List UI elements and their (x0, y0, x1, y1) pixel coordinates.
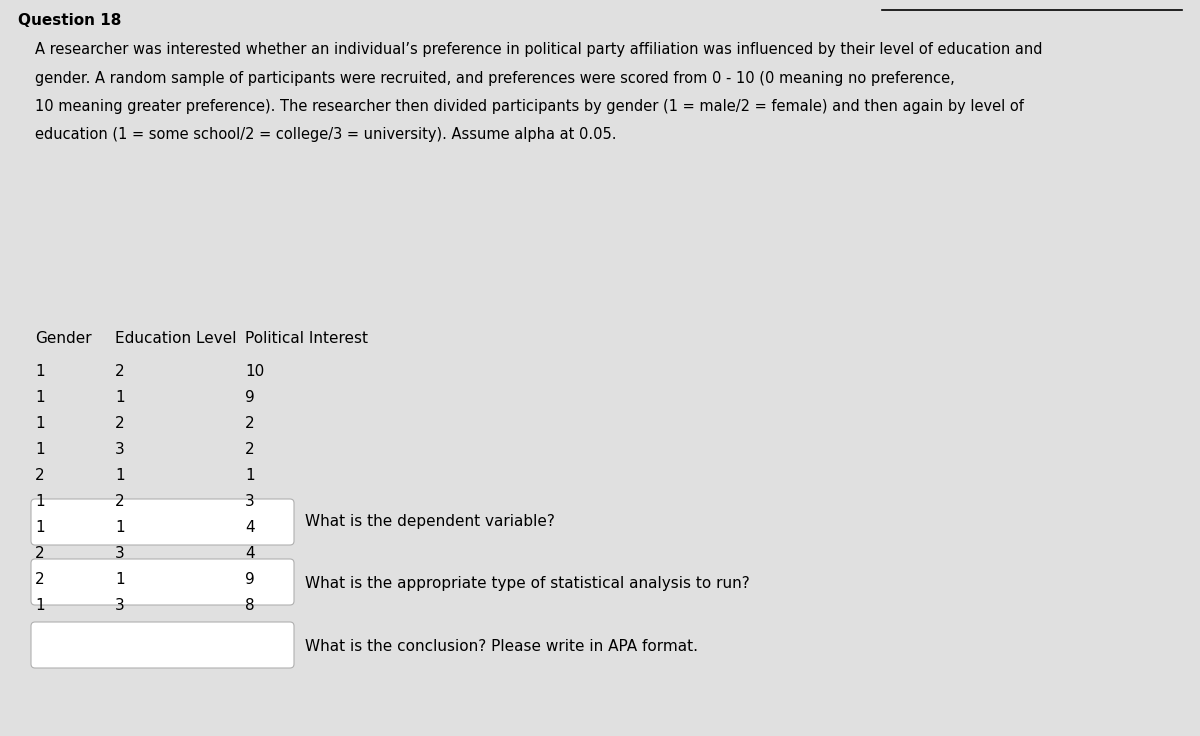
Text: What is the conclusion? Please write in APA format.: What is the conclusion? Please write in … (305, 639, 698, 654)
Text: 1: 1 (115, 520, 125, 535)
Text: 1: 1 (35, 390, 44, 405)
Text: Political Interest: Political Interest (245, 331, 368, 346)
Text: 1: 1 (115, 390, 125, 405)
Text: 1: 1 (245, 468, 254, 483)
Text: Education Level: Education Level (115, 331, 236, 346)
FancyBboxPatch shape (31, 499, 294, 545)
Text: 10: 10 (245, 364, 264, 379)
Text: 1: 1 (35, 494, 44, 509)
Text: Gender: Gender (35, 331, 91, 346)
FancyBboxPatch shape (31, 622, 294, 668)
Text: 1: 1 (35, 598, 44, 613)
Text: 9: 9 (245, 390, 254, 405)
Text: 2: 2 (35, 546, 44, 561)
Text: 2: 2 (245, 416, 254, 431)
Text: Question 18: Question 18 (18, 13, 121, 28)
Text: 3: 3 (115, 598, 125, 613)
Text: 1: 1 (35, 416, 44, 431)
Text: education (1 = some school/2 = college/3 = university). Assume alpha at 0.05.: education (1 = some school/2 = college/3… (35, 127, 617, 143)
Text: 1: 1 (35, 364, 44, 379)
Text: gender. A random sample of participants were recruited, and preferences were sco: gender. A random sample of participants … (35, 71, 955, 85)
Text: 4: 4 (245, 520, 254, 535)
Text: 2: 2 (35, 468, 44, 483)
Text: A researcher was interested whether an individual’s preference in political part: A researcher was interested whether an i… (35, 42, 1043, 57)
Text: 2: 2 (35, 572, 44, 587)
Text: 3: 3 (245, 494, 254, 509)
Text: 2: 2 (115, 364, 125, 379)
Text: 9: 9 (245, 572, 254, 587)
FancyBboxPatch shape (31, 559, 294, 605)
Text: 1: 1 (35, 520, 44, 535)
Text: 3: 3 (115, 442, 125, 457)
Text: 1: 1 (115, 572, 125, 587)
Text: 1: 1 (115, 468, 125, 483)
Text: 3: 3 (115, 546, 125, 561)
Text: 1: 1 (35, 442, 44, 457)
Text: 8: 8 (245, 598, 254, 613)
Text: 4: 4 (245, 546, 254, 561)
Text: What is the dependent variable?: What is the dependent variable? (305, 514, 554, 529)
Text: 2: 2 (115, 494, 125, 509)
Text: 10 meaning greater preference). The researcher then divided participants by gend: 10 meaning greater preference). The rese… (35, 99, 1024, 114)
Text: 2: 2 (115, 416, 125, 431)
Text: 2: 2 (245, 442, 254, 457)
Text: What is the appropriate type of statistical analysis to run?: What is the appropriate type of statisti… (305, 576, 750, 591)
